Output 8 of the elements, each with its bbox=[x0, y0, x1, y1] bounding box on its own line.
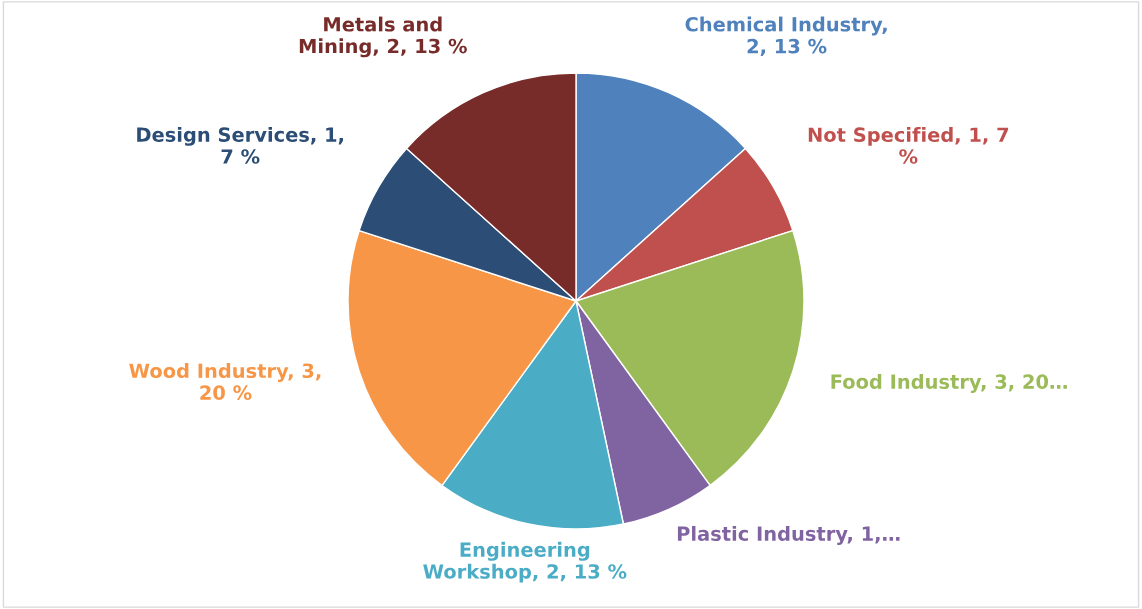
slice-label: Chemical Industry, 2, 13 % bbox=[685, 16, 887, 57]
slice-label: Not Specified, 1, 7 % bbox=[808, 127, 1009, 164]
slice-label: Plastic Industry, 1,… bbox=[677, 525, 900, 545]
slice-label: Metals and Mining, 2, 13 % bbox=[299, 16, 467, 58]
slice-label: Engineering Workshop, 2, 13 % bbox=[423, 541, 627, 583]
slice-label: Food Industry, 3, 20… bbox=[831, 373, 1067, 393]
slice-label: Wood Industry, 3, 20 % bbox=[129, 363, 321, 401]
slice-label: Design Services, 1, 7 % bbox=[137, 126, 343, 164]
